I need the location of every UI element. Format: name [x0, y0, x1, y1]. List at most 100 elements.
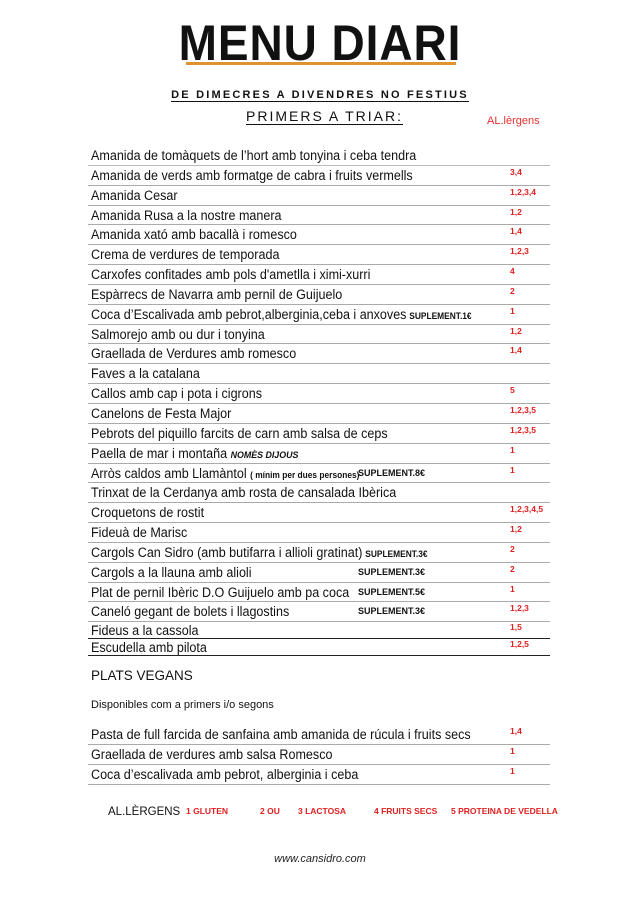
dish-name: Coca d’Escalivada amb pebrot,alberginia,…	[91, 305, 472, 326]
dish-name-text: Paella de mar i montaña	[91, 445, 228, 461]
dish-name-text: Amanida de tomàquets de l’hort amb tonyi…	[91, 148, 417, 163]
menu-item: Carxofes confitades amb pols d'ametlla i…	[88, 265, 550, 285]
dish-name: Arròs caldos amb Llamàntol ( mínim per d…	[91, 464, 359, 485]
schedule-subtitle: DE DIMECRES A DIVENDRES NO FESTIUS	[0, 89, 640, 102]
dish-allergens: 1,4	[510, 726, 522, 736]
dish-name: Crema de verdures de temporada	[91, 245, 279, 264]
menu-item: Plat de pernil Ibèric D.O Guijuelo amb p…	[88, 583, 550, 603]
dish-name-text: Coca d’escalivada amb pebrot, alberginia…	[91, 766, 359, 782]
supplement-price: SUPLEMENT.1€	[409, 310, 472, 321]
dish-name-text: Pasta de full farcida de sanfaina amb am…	[91, 727, 471, 742]
dish-name-text: Caneló gegant de bolets i llagostins	[91, 604, 290, 620]
legend-item: 3 LACTOSA	[298, 806, 347, 816]
dish-name-text: Amanida Cesar	[91, 187, 178, 203]
legend-item: 1 GLUTEN	[186, 806, 229, 816]
allergen-legend-label: AL.LÈRGENS	[108, 806, 181, 818]
dish-name: Salmorejo amb ou dur i tonyina	[91, 325, 265, 344]
dish-name-text: Callos amb cap i pota i cigrons	[91, 386, 262, 402]
dish-name-text: Escudella amb pilota	[91, 640, 207, 656]
section-heading: PRIMERS A TRIAR:	[246, 108, 403, 125]
dish-name-text: Crema de verdures de temporada	[91, 247, 280, 263]
dish-name: Amanida Cesar	[91, 186, 178, 205]
dish-name-text: Espàrrecs de Navarra amb pernil de Guiju…	[91, 286, 343, 302]
menu-item: Trinxat de la Cerdanya amb rosta de cans…	[88, 483, 550, 504]
dish-name: Canelons de Festa Major	[91, 404, 231, 423]
dish-allergens: 1,2,3,5	[510, 424, 536, 435]
dish-name: Pasta de full farcida de sanfaina amb am…	[91, 725, 471, 744]
dish-name: Graellada de Verdures amb romesco	[91, 344, 296, 363]
supplement-price: SUPLEMENT.8€	[358, 467, 426, 478]
dish-name: Fideuà de Marisc	[91, 523, 187, 542]
dish-name: Cargols a la llauna amb alioli	[91, 563, 252, 582]
menu-item: Amanida de verds amb formatge de cabra i…	[88, 166, 550, 186]
dish-allergens: 2	[510, 543, 515, 554]
menu-item: Fideus a la cassola 1,5	[88, 622, 550, 640]
website-link[interactable]: www.cansidro.com	[274, 853, 366, 865]
title-underline	[186, 62, 456, 65]
menu-item: Salmorejo amb ou dur i tonyina 1,2	[88, 325, 550, 345]
menu-item: Arròs caldos amb Llamàntol ( mínim per d…	[88, 464, 550, 484]
dish-allergens: 1	[510, 305, 515, 316]
dish-name-text: Cargols Can Sidro (amb butifarra i allio…	[91, 544, 363, 560]
dish-allergens: 1,2,3,5	[510, 404, 536, 415]
dish-name: Paella de mar i montaña NOMÈS DIJOUS	[91, 444, 298, 465]
subtitle-text: DE DIMECRES A DIVENDRES NO FESTIUS	[171, 89, 469, 102]
dish-name-text: Plat de pernil Ibèric D.O Guijuelo amb p…	[91, 584, 350, 600]
menu-item: Amanida Cesar 1,2,3,4	[88, 186, 550, 206]
menu-item: Graellada de Verdures amb romesco 1,4	[88, 344, 550, 365]
supplement-price: SUPLEMENT.3€	[358, 566, 426, 577]
dish-allergens: 1,2	[510, 325, 522, 336]
dish-name: Trinxat de la Cerdanya amb rosta de cans…	[91, 483, 396, 502]
menu-title: MENU DIARI	[178, 15, 462, 71]
menu-item: Faves a la catalana	[88, 364, 550, 385]
supplement-price: SUPLEMENT.5€	[358, 586, 426, 597]
dish-name-text: Croquetons de rostit	[91, 505, 205, 521]
dish-allergens: 1,2	[510, 524, 522, 535]
dish-name: Amanida de tomàquets de l’hort amb tonyi…	[91, 146, 416, 165]
menu-item: Amanida xató amb bacallà i romesco 1,4	[88, 225, 550, 246]
supplement-price: SUPLEMENT.3€	[365, 548, 428, 559]
menu-item: Espàrrecs de Navarra amb pernil de Guiju…	[88, 285, 550, 305]
dish-allergens: 1,2	[510, 206, 522, 217]
dish-allergens: 1,2,3,4	[510, 186, 536, 197]
menu-item: Paella de mar i montaña NOMÈS DIJOUS 1	[88, 444, 550, 464]
dish-allergens: 5	[510, 385, 515, 396]
dish-allergens: 1	[510, 765, 515, 776]
dish-name: Carxofes confitades amb pols d'ametlla i…	[91, 265, 370, 284]
menu-item: Canelons de Festa Major 1,2,3,5	[88, 404, 550, 424]
dish-name-text: Fideuà de Marisc	[91, 525, 188, 541]
dish-allergens: 4	[510, 266, 515, 277]
dish-name: Callos amb cap i pota i cigrons	[91, 384, 262, 403]
dish-allergens: 1,4	[510, 345, 522, 356]
dish-allergens: 1,4	[510, 226, 522, 237]
menu-item: Amanida Rusa a la nostre manera 1,2	[88, 206, 550, 226]
dish-name: Pebrots del piquillo farcits de carn amb…	[91, 424, 388, 443]
dish-name: Faves a la catalana	[91, 364, 200, 383]
vegan-list: Pasta de full farcida de sanfaina amb am…	[88, 725, 550, 785]
dish-name-text: Carxofes confitades amb pols d'ametlla i…	[91, 267, 371, 283]
dish-name-text: Amanida de verds amb formatge de cabra i…	[91, 167, 413, 183]
dish-name-text: Coca d’Escalivada amb pebrot,alberginia,…	[91, 306, 407, 322]
dish-name-text: Pebrots del piquillo farcits de carn amb…	[91, 425, 388, 441]
dish-allergens: 1,2,3	[510, 246, 529, 257]
dish-name-text: Canelons de Festa Major	[91, 405, 232, 421]
menu-item: Callos amb cap i pota i cigrons 5	[88, 384, 550, 404]
dish-name-text: Amanida Rusa a la nostre manera	[91, 207, 282, 223]
dish-allergens: 1	[510, 745, 515, 756]
dish-allergens: 1	[510, 583, 515, 594]
allergens-column-header: AL.lèrgens	[487, 115, 540, 127]
dish-name: Amanida de verds amb formatge de cabra i…	[91, 166, 413, 185]
dish-name-text: Arròs caldos amb Llamàntol	[91, 465, 247, 481]
vegan-subtitle: Disponibles com a primers i/o segons	[91, 699, 274, 711]
dish-name-text: Graellada de Verdures amb romesco	[91, 346, 297, 362]
primers-list: Amanida de tomàquets de l’hort amb tonyi…	[88, 146, 550, 657]
legend-item: 2 OU	[260, 806, 280, 816]
menu-item: Coca d’escalivada amb pebrot, alberginia…	[88, 765, 550, 785]
dish-name: Cargols Can Sidro (amb butifarra i allio…	[91, 543, 428, 564]
menu-item: Crema de verdures de temporada 1,2,3	[88, 245, 550, 266]
menu-item: Caneló gegant de bolets i llagostins SUPL…	[88, 602, 550, 623]
dish-allergens: 1	[510, 464, 515, 475]
dish-name: Plat de pernil Ibèric D.O Guijuelo amb p…	[91, 583, 349, 602]
menu-item: Croquetons de rostit 1,2,3,4,5	[88, 503, 550, 524]
